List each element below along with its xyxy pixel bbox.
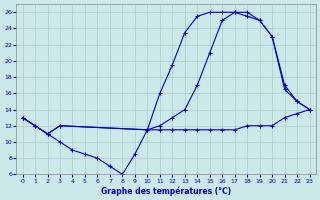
X-axis label: Graphe des températures (°C): Graphe des températures (°C) xyxy=(101,186,231,196)
